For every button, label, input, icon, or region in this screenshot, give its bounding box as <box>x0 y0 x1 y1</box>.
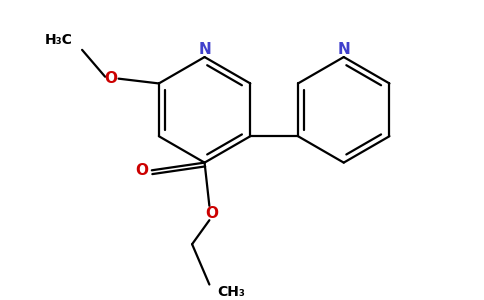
Text: N: N <box>198 42 211 57</box>
Text: O: O <box>205 206 218 221</box>
Text: H₃C: H₃C <box>45 33 73 47</box>
Text: O: O <box>105 71 118 86</box>
Text: CH₃: CH₃ <box>217 285 245 299</box>
Text: N: N <box>337 42 350 57</box>
Text: O: O <box>136 163 149 178</box>
